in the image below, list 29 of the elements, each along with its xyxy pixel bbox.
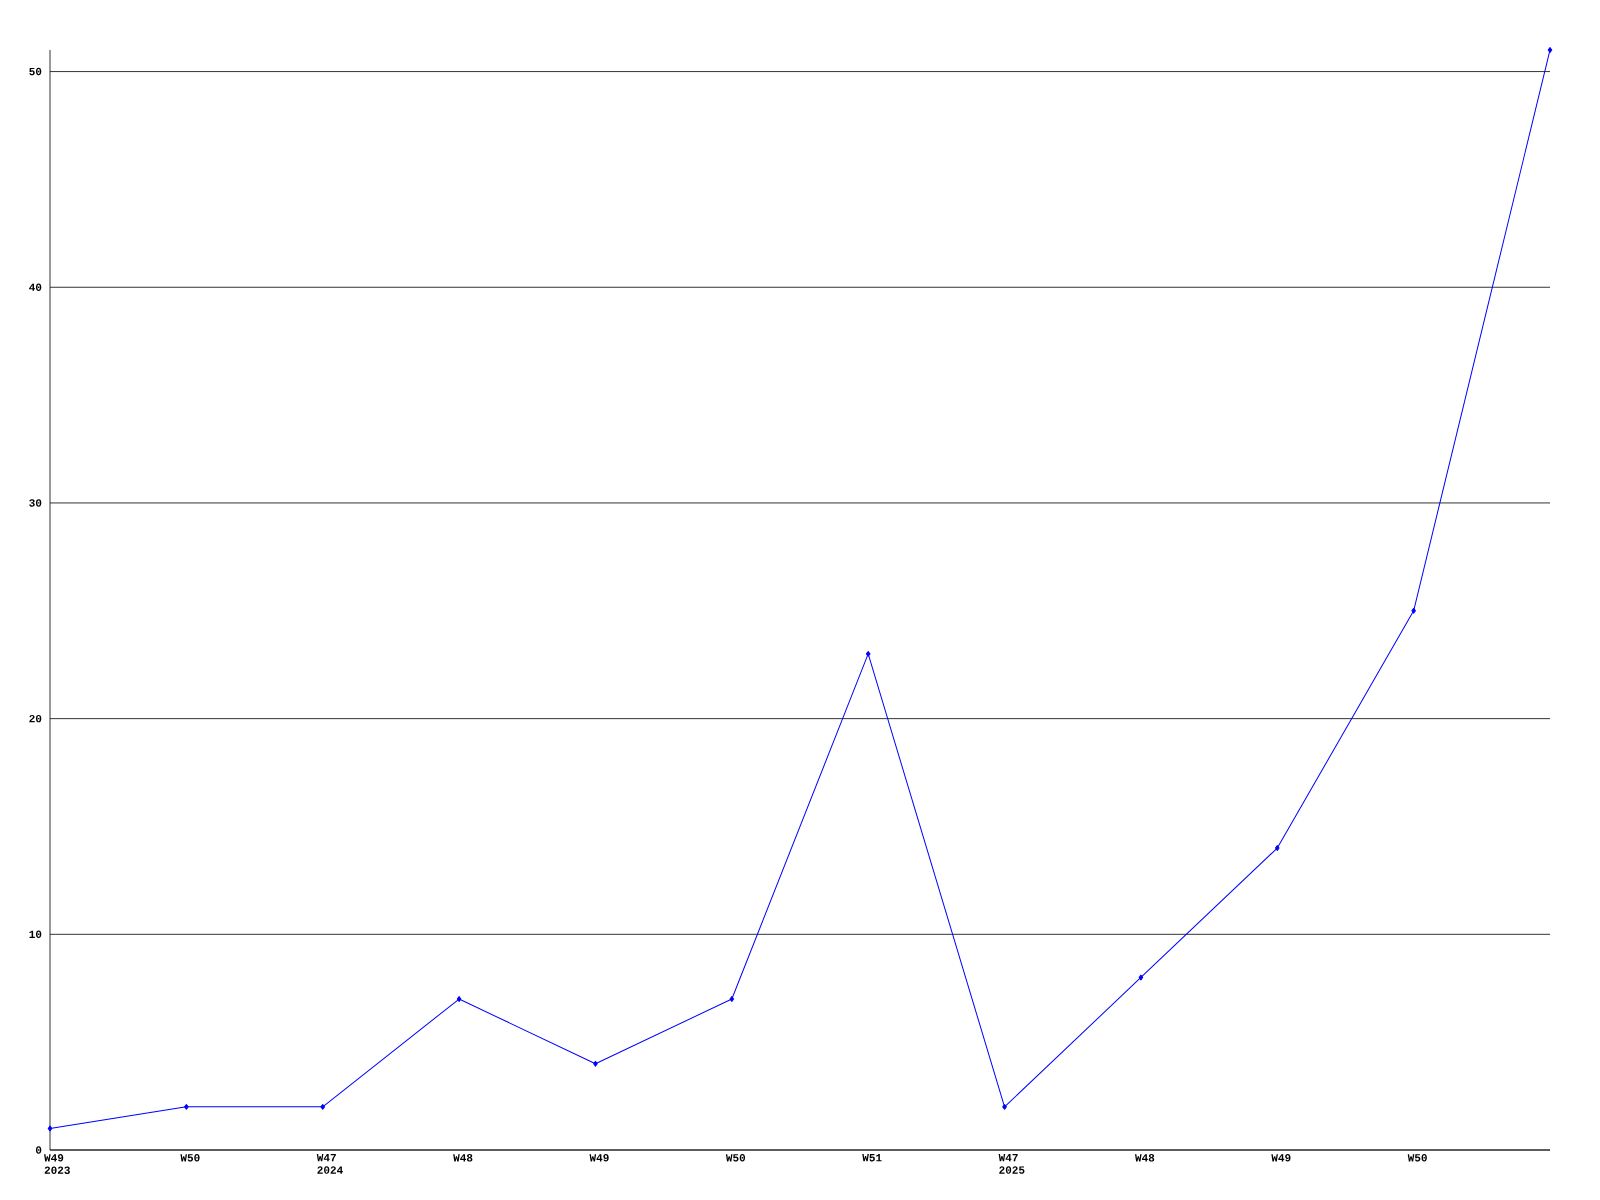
x-tick-label: W49 2023: [44, 1154, 70, 1174]
y-tick-label: 10: [29, 930, 42, 939]
x-tick-label: W50: [1407, 1154, 1427, 1162]
point: [593, 1060, 598, 1067]
x-tick-label: W50: [180, 1154, 200, 1162]
point: [1411, 607, 1416, 614]
x-tick-label: W51: [862, 1154, 882, 1162]
point: [729, 996, 735, 1002]
point: [1547, 47, 1553, 53]
point: [1002, 1103, 1007, 1110]
point: [184, 1103, 189, 1110]
y-tick-label: 20: [29, 714, 42, 723]
y-tick-label: 0: [35, 1146, 42, 1154]
y-tick-label: 30: [29, 499, 42, 507]
point: [865, 651, 871, 657]
point: [320, 1103, 326, 1110]
x-tick-label: W50: [725, 1154, 746, 1162]
point: [47, 1125, 53, 1132]
x-tick-label: W47 2025: [998, 1154, 1025, 1174]
x-tick-label: W47 2024: [316, 1154, 343, 1174]
x-tick-label: W48: [453, 1154, 473, 1162]
y-tick-label: 50: [29, 67, 42, 76]
point: [1274, 845, 1280, 851]
point: [456, 996, 462, 1002]
x-tick-label: W49: [589, 1154, 609, 1162]
x-tick-label: W48: [1134, 1154, 1155, 1162]
y-tick-label: 40: [29, 283, 42, 291]
x-tick-label: W49: [1271, 1154, 1291, 1162]
point: [1138, 974, 1144, 981]
